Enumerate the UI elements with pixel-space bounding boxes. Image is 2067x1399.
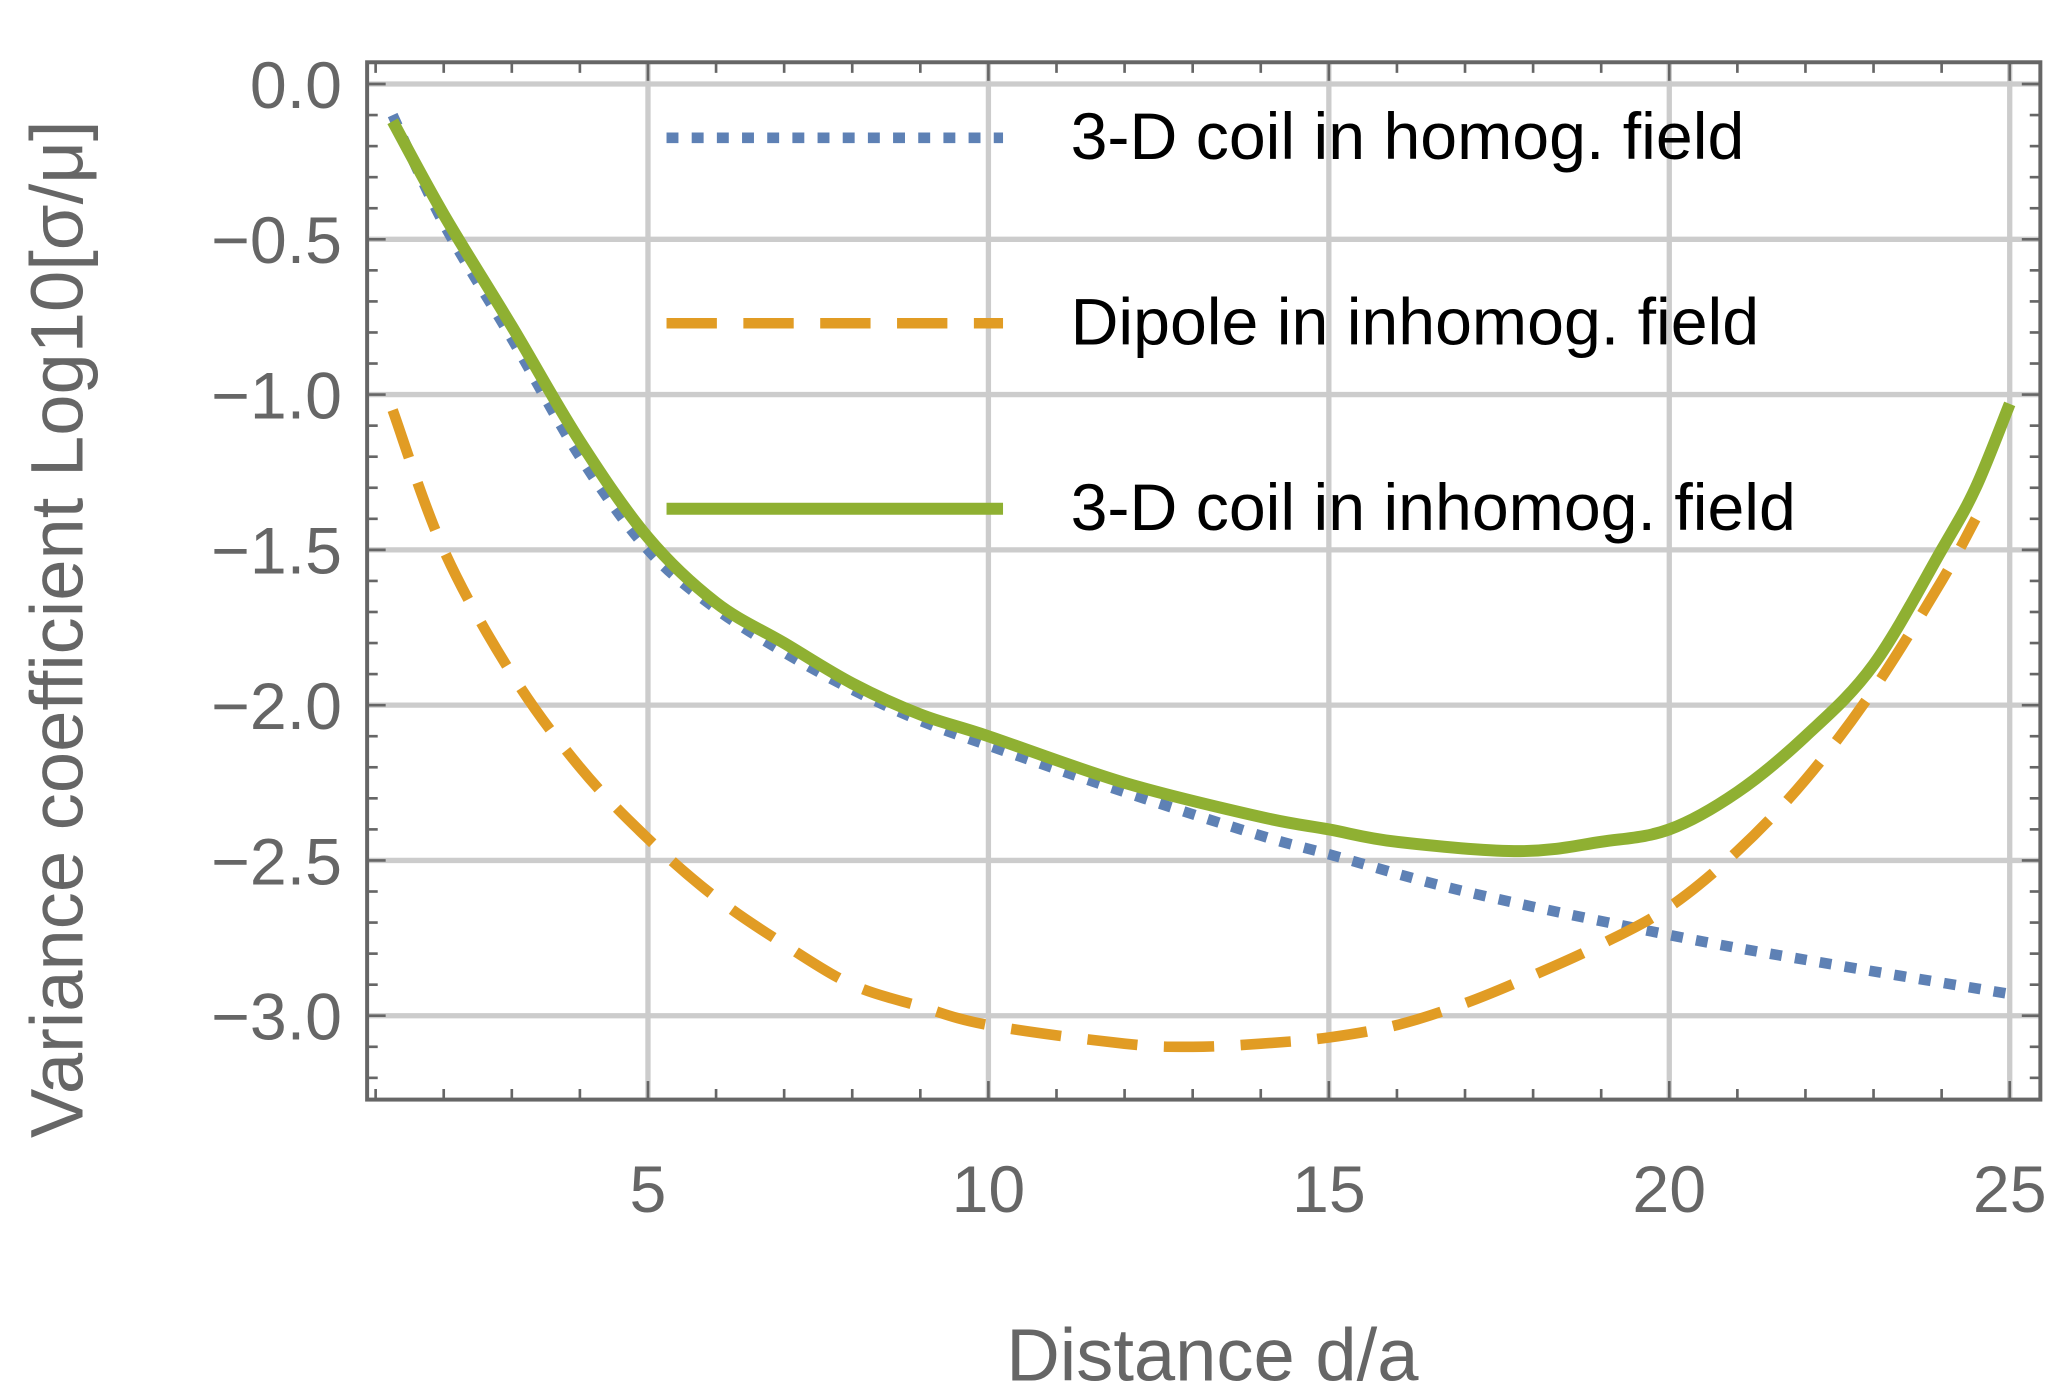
series-line-dashed xyxy=(387,408,1981,1053)
x-axis-label: Distance d/a xyxy=(1006,1313,1419,1396)
legend-label: 3-D coil in inhomog. field xyxy=(1071,471,1796,545)
series-layer xyxy=(387,112,2016,1053)
legend: 3-D coil in homog. field Dipole in inhomo… xyxy=(666,100,1796,545)
y-tick-label: −3.0 xyxy=(211,981,342,1055)
plot-frame xyxy=(365,60,2043,1102)
y-tick-label: −0.5 xyxy=(211,204,342,278)
legend-label: 3-D coil in homog. field xyxy=(1071,100,1745,174)
y-tick-label: −2.5 xyxy=(211,825,342,899)
x-tick-label: 5 xyxy=(630,1153,667,1227)
y-tick-label: −2.0 xyxy=(211,670,342,744)
y-tick-label: 0.0 xyxy=(250,49,342,123)
ticks xyxy=(367,62,2041,1100)
x-tick-label: 25 xyxy=(1973,1153,2047,1227)
series-line-solid xyxy=(387,118,2016,858)
x-tick-label: 20 xyxy=(1632,1153,1706,1227)
grid xyxy=(367,62,2041,1100)
y-tick-label: −1.0 xyxy=(211,359,342,433)
y-axis-label: Variance coefficient Log10[σ/μ] xyxy=(15,120,98,1138)
tick-labels: 5 10 15 20 25 0.0 −0.5 −1.0 −1.5 −2.0 −2.5 −3.0 xyxy=(211,49,2046,1227)
x-tick-label: 15 xyxy=(1292,1153,1366,1227)
legend-label: Dipole in inhomog. field xyxy=(1071,285,1760,359)
x-tick-label: 10 xyxy=(952,1153,1026,1227)
y-tick-label: −1.5 xyxy=(211,515,342,589)
